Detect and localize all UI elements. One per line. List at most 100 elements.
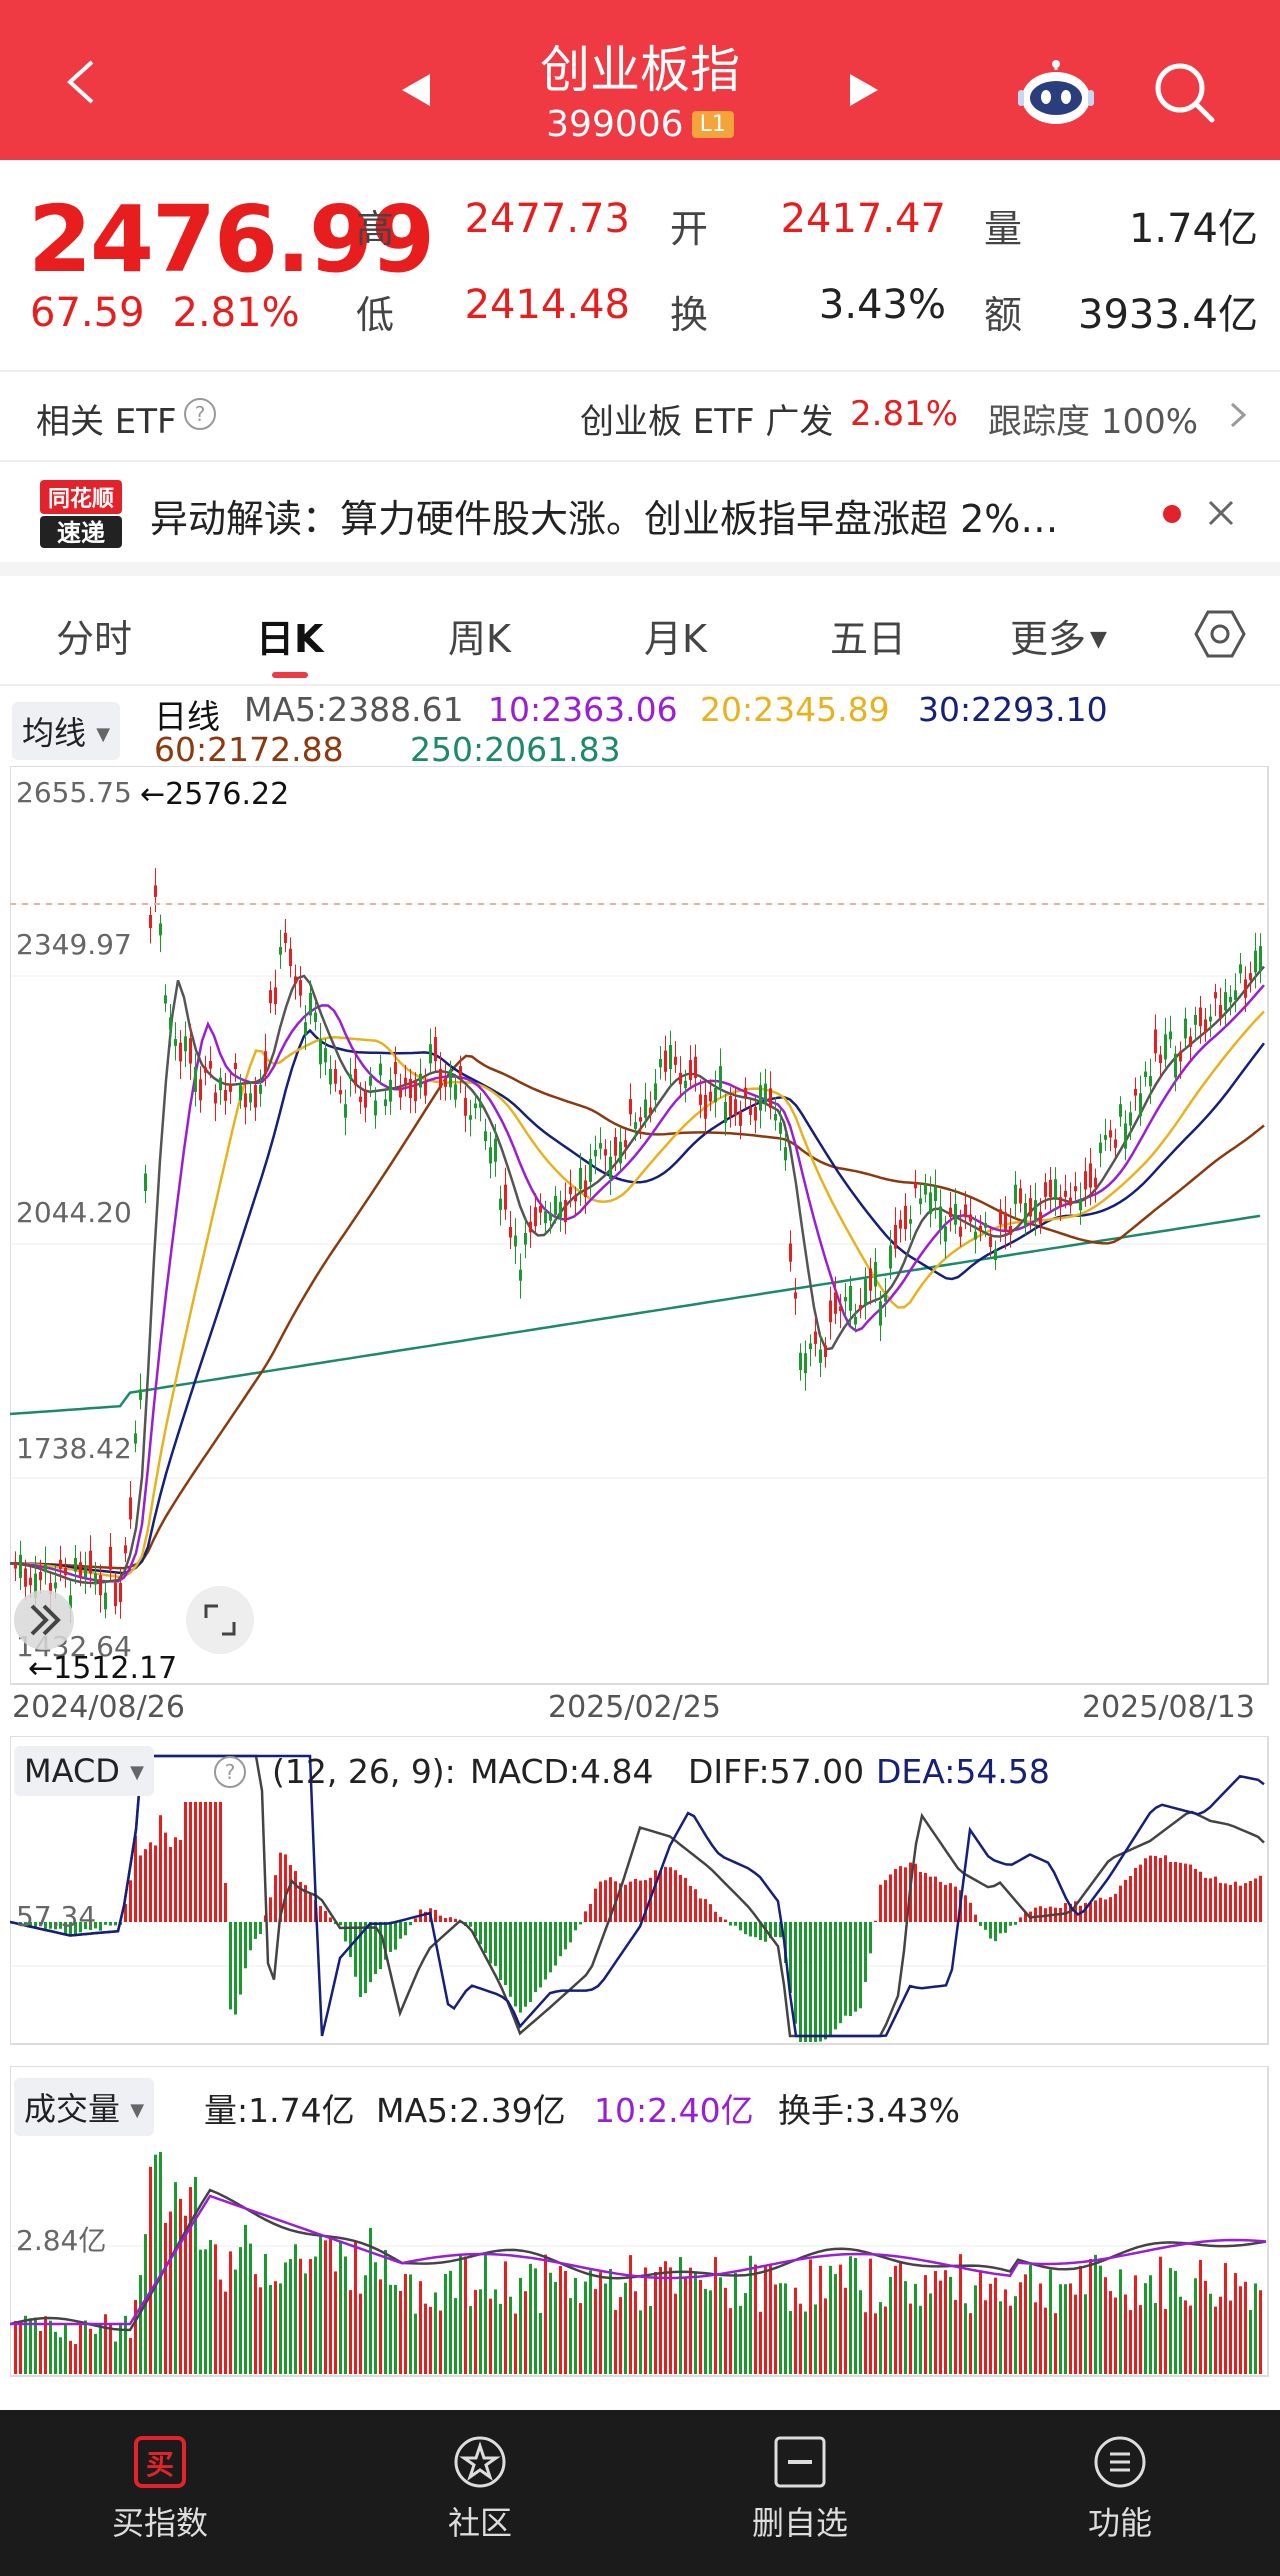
help-icon[interactable]: ? — [182, 396, 218, 432]
level-badge: L1 — [691, 111, 734, 138]
back-arrow-icon[interactable] — [58, 58, 106, 106]
code-text: 399006 — [546, 104, 684, 145]
buy-icon: 买 — [134, 2436, 186, 2488]
etf-tracking: 跟踪度 100% — [988, 394, 1198, 443]
ma250-value: 250:2061.83 — [410, 730, 621, 769]
macd-selector-label: MACD — [24, 1752, 120, 1790]
related-etf-row[interactable]: 相关 ETF ? 创业板 ETF 广发 2.81% 跟踪度 100% — [0, 372, 1280, 460]
svg-text:买: 买 — [146, 2448, 174, 2481]
price-change: 67.59 2.81% — [30, 290, 328, 336]
ma-selector[interactable]: 均线 ▼ — [12, 702, 121, 760]
tab-intraday[interactable]: 分时 — [56, 617, 133, 661]
volume-selector-label: 成交量 — [24, 2090, 121, 2128]
x-tick-mid: 2025/02/25 — [548, 1690, 721, 1725]
svg-text:速递: 速递 — [57, 519, 105, 547]
open-label: 开 — [670, 207, 709, 251]
robot-assistant-icon[interactable] — [1016, 60, 1096, 126]
etf-label: 相关 ETF — [36, 402, 177, 442]
volume-value: 1.74亿 — [1128, 206, 1258, 252]
y-tick: 2349.97 — [16, 928, 132, 961]
ma20-value: 20:2345.89 — [700, 690, 890, 729]
caret-down-icon: ▼ — [130, 1762, 144, 1783]
tab-weekly-k[interactable]: 周K — [448, 617, 511, 661]
nav-remove-watchlist[interactable]: 删自选 — [700, 2432, 900, 2544]
open-value: 2417.47 — [780, 196, 946, 242]
chevron-right-icon — [1230, 402, 1247, 428]
turnover-label: 换 — [670, 293, 709, 337]
volume-chart[interactable]: 2.84亿 — [10, 2066, 1270, 2378]
change-percent: 2.81% — [172, 290, 300, 336]
unread-dot-icon — [1163, 505, 1181, 523]
svg-text:同花顺: 同花顺 — [48, 486, 114, 512]
search-icon[interactable] — [1150, 58, 1216, 124]
divider — [0, 460, 1280, 462]
volume-turnover: 换手:3.43% — [778, 2091, 960, 2130]
last-price: 2476.99 — [28, 186, 435, 293]
expand-left-icon[interactable] — [14, 1590, 74, 1650]
stock-code: 399006 L1 — [440, 104, 840, 145]
nav-community[interactable]: 社区 — [380, 2432, 580, 2544]
close-icon[interactable] — [1206, 498, 1236, 528]
settings-icon[interactable] — [1194, 608, 1246, 660]
section-gap — [0, 562, 1280, 576]
macd-selector[interactable]: MACD ▼ — [14, 1746, 154, 1796]
high-label: 高 — [356, 207, 395, 251]
ma5-value: MA5:2388.61 — [244, 690, 464, 729]
news-logo-icon: 同花顺 速递 — [40, 480, 122, 548]
nav-label: 删自选 — [751, 2504, 848, 2542]
tab-more-label: 更多 — [1010, 617, 1087, 661]
divider — [0, 684, 1280, 686]
active-tab-indicator — [272, 672, 308, 678]
tab-five-day[interactable]: 五日 — [830, 617, 907, 661]
page-title: 创业板指 — [540, 41, 740, 99]
ma-period: 日线 — [154, 697, 220, 736]
turnover-value: 3.43% — [818, 282, 946, 328]
dea-value: DEA:54.58 — [876, 1752, 1050, 1791]
y-tick: 2655.75 — [16, 776, 132, 809]
help-icon[interactable]: ? — [212, 1754, 248, 1790]
amount-label: 额 — [984, 293, 1023, 337]
macd-value: MACD:4.84 — [470, 1752, 654, 1791]
remove-watchlist-icon — [774, 2436, 826, 2488]
period-tabs: 分时 日K 周K 月K 五日 更多 ▼ — [0, 578, 1280, 686]
volume-label: 量 — [984, 207, 1023, 251]
macd-params: (12, 26, 9): — [272, 1752, 456, 1791]
volume-value: 量:1.74亿 — [204, 2091, 355, 2130]
change-value: 67.59 — [30, 290, 145, 336]
prev-stock-icon[interactable] — [398, 72, 434, 108]
low-value: 2414.48 — [464, 282, 630, 328]
x-tick-start: 2024/08/26 — [12, 1690, 185, 1725]
fullscreen-icon[interactable] — [186, 1586, 254, 1654]
etf-name: 创业板 ETF 广发 — [580, 402, 834, 442]
ma30-value: 30:2293.10 — [918, 690, 1108, 729]
y-tick: 2044.20 — [16, 1196, 132, 1229]
kline-chart[interactable]: 2655.75 2349.97 2044.20 1738.42 1432.64 … — [10, 766, 1270, 1686]
tab-more[interactable]: 更多 ▼ — [1010, 608, 1107, 663]
tab-daily-k[interactable]: 日K — [256, 617, 324, 661]
nav-label: 买指数 — [111, 2504, 208, 2542]
svg-text:?: ? — [195, 402, 206, 426]
diff-value: DIFF:57.00 — [688, 1752, 865, 1791]
max-marker: ←2576.22 — [140, 777, 289, 812]
news-banner[interactable]: 同花顺 速递 异动解读：算力硬件股大涨。创业板指早盘涨超 2%… — [0, 462, 1280, 562]
amount-value: 3933.4亿 — [1078, 292, 1258, 338]
next-stock-icon[interactable] — [846, 72, 882, 108]
nav-label: 社区 — [447, 2504, 512, 2542]
nav-functions[interactable]: 功能 — [1020, 2432, 1220, 2544]
macd-chart[interactable]: 57.34 — [10, 1736, 1270, 2046]
bottom-nav: 买 买指数 社区 删自选 功能 — [0, 2410, 1280, 2576]
caret-down-icon: ▼ — [96, 724, 111, 745]
tab-monthly-k[interactable]: 月K — [644, 617, 707, 661]
tracking-value: 100% — [1100, 402, 1199, 442]
volume-selector[interactable]: 成交量 ▼ — [14, 2078, 155, 2136]
menu-icon — [1094, 2436, 1146, 2488]
min-marker: ←1512.17 — [28, 1651, 177, 1686]
low-label: 低 — [356, 293, 395, 337]
caret-down-icon: ▼ — [130, 2100, 145, 2121]
svg-text:?: ? — [225, 1760, 236, 1784]
nav-buy-index[interactable]: 买 买指数 — [60, 2432, 260, 2544]
quote-panel: 2476.99 67.59 2.81% 高 2477.73 开 2417.47 量… — [0, 160, 1280, 370]
macd-y-tick: 57.34 — [16, 1900, 96, 1933]
news-text: 异动解读：算力硬件股大涨。创业板指早盘涨超 2%… — [150, 497, 1059, 541]
volume-y-tick: 2.84亿 — [16, 2224, 106, 2257]
